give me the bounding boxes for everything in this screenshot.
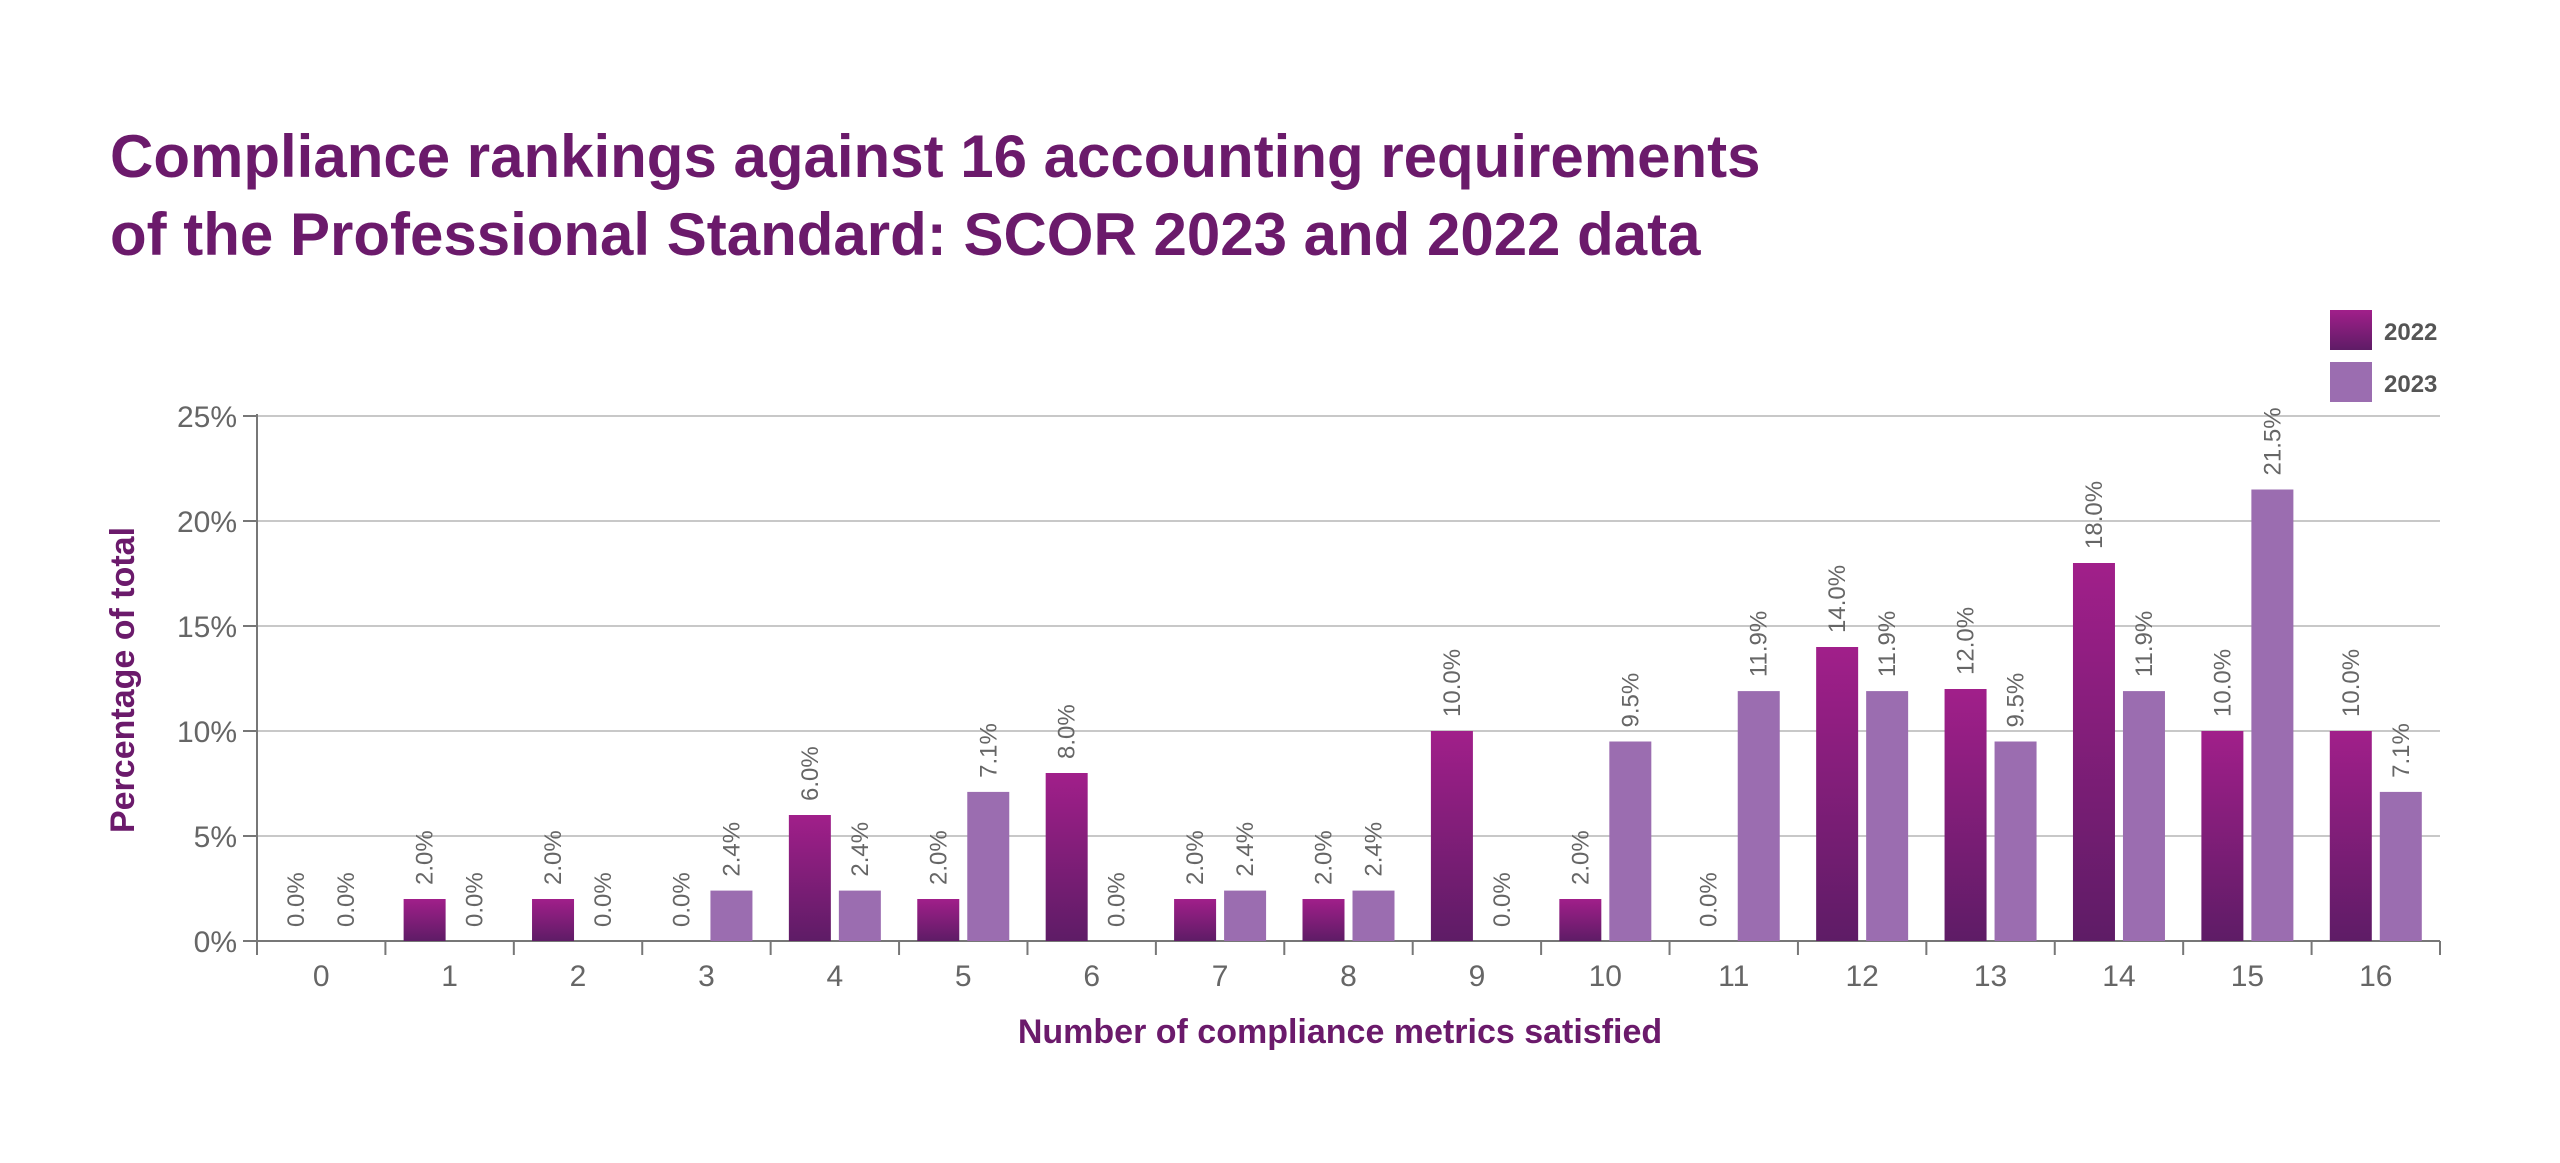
legend: 2022 2023 xyxy=(2330,310,2437,402)
data-label-2022: 18.0% xyxy=(2081,481,2108,549)
data-label-2022: 2.0% xyxy=(1567,830,1594,885)
data-label-2022: 10.0% xyxy=(2338,649,2365,717)
data-label-2023: 0.0% xyxy=(333,872,360,927)
x-tick-label: 4 xyxy=(827,960,844,993)
bar-2023 xyxy=(1352,890,1395,941)
data-label-2023: 9.5% xyxy=(2003,673,2030,728)
legend-swatch xyxy=(2330,362,2372,402)
x-tick-label: 10 xyxy=(1589,960,1622,993)
chart-title-line-1: Compliance rankings against 16 accountin… xyxy=(110,123,1761,190)
bar-2022 xyxy=(1045,773,1088,941)
data-label-2022: 2.0% xyxy=(1311,830,1338,885)
y-tick-label: 25% xyxy=(177,401,237,434)
bar-2023 xyxy=(1609,741,1652,941)
x-tick-label: 1 xyxy=(441,960,458,993)
data-label-2022: 2.0% xyxy=(1182,830,1209,885)
bar-2023 xyxy=(710,890,753,941)
y-tick-label: 0% xyxy=(194,926,237,959)
bar-2022 xyxy=(788,815,831,941)
bar-2023 xyxy=(2251,489,2294,941)
data-label-2022: 12.0% xyxy=(1953,607,1980,675)
chart-title-line-2: of the Professional Standard: SCOR 2023 … xyxy=(110,201,1701,268)
data-label-2022: 6.0% xyxy=(797,746,824,801)
data-label-2023: 7.1% xyxy=(975,723,1002,778)
data-label-2023: 2.4% xyxy=(1361,822,1388,877)
data-labels: 0.0% 2.0% 2.0% 0.0% 6.0% 2.0% 8.0% 2.0% 2.0% 10.0… xyxy=(283,407,2415,927)
x-tick-label: 12 xyxy=(1845,960,1878,993)
data-label-2022: 0.0% xyxy=(283,872,310,927)
data-label-2023: 0.0% xyxy=(1104,872,1131,927)
bar-2022 xyxy=(403,899,446,941)
x-tick-label: 16 xyxy=(2359,960,2392,993)
bar-2022 xyxy=(1559,899,1602,941)
x-tick-label: 2 xyxy=(570,960,587,993)
bar-2023 xyxy=(1737,691,1780,941)
bar-2022 xyxy=(1430,731,1473,941)
data-label-2023: 0.0% xyxy=(1489,872,1516,927)
y-axis-title: Percentage of total xyxy=(104,527,142,833)
x-tick-label: 13 xyxy=(1974,960,2007,993)
data-label-2022: 0.0% xyxy=(1696,872,1723,927)
x-tick-label: 5 xyxy=(955,960,972,993)
y-tick-label: 20% xyxy=(177,506,237,539)
bar-2023 xyxy=(1994,741,2037,941)
bar-2023 xyxy=(1866,691,1909,941)
data-label-2023: 9.5% xyxy=(1617,673,1644,728)
chart-title: Compliance rankings against 16 accountin… xyxy=(110,118,2110,274)
x-tick-label: 15 xyxy=(2231,960,2264,993)
bar-2022 xyxy=(2072,563,2115,941)
x-tick-label: 14 xyxy=(2102,960,2135,993)
x-axis-title: Number of compliance metrics satisfied xyxy=(1018,1013,1662,1051)
data-label-2023: 21.5% xyxy=(2259,407,2286,475)
y-tick-label: 10% xyxy=(177,716,237,749)
data-label-2023: 2.4% xyxy=(1232,822,1259,877)
data-label-2023: 2.4% xyxy=(847,822,874,877)
bar-2023 xyxy=(838,890,881,941)
bar-2023 xyxy=(967,791,1010,941)
data-label-2022: 10.0% xyxy=(1439,649,1466,717)
y-tick-label: 15% xyxy=(177,611,237,644)
bar-2023 xyxy=(2379,791,2422,941)
data-label-2023: 11.9% xyxy=(2131,611,2158,677)
data-label-2022: 10.0% xyxy=(2209,649,2236,717)
x-tick-label: 0 xyxy=(313,960,330,993)
x-tick-label: 7 xyxy=(1212,960,1229,993)
data-label-2023: 11.9% xyxy=(1874,611,1901,677)
legend-swatch xyxy=(2330,310,2372,350)
data-label-2022: 8.0% xyxy=(1054,704,1081,759)
x-tick-label: 9 xyxy=(1469,960,1486,993)
x-tick-label: 11 xyxy=(1718,960,1749,993)
data-label-2023: 7.1% xyxy=(2388,723,2415,778)
x-tick-label: 8 xyxy=(1340,960,1357,993)
bar-2022 xyxy=(1816,647,1859,941)
data-label-2022: 0.0% xyxy=(668,872,695,927)
y-tick-label: 5% xyxy=(194,821,237,854)
bar-2022 xyxy=(1944,689,1987,941)
bars xyxy=(403,489,2422,941)
bar-2022 xyxy=(1174,899,1217,941)
data-label-2022: 2.0% xyxy=(540,830,567,885)
data-label-2022: 2.0% xyxy=(412,830,439,885)
data-label-2023: 0.0% xyxy=(590,872,617,927)
legend-label: 2023 xyxy=(2384,371,2437,398)
data-label-2023: 2.4% xyxy=(718,822,745,877)
x-tick-label: 3 xyxy=(698,960,715,993)
bar-2023 xyxy=(2122,691,2165,941)
bar-2022 xyxy=(2201,731,2244,941)
legend-label: 2022 xyxy=(2384,319,2437,346)
bar-2023 xyxy=(1224,890,1267,941)
bar-2022 xyxy=(532,899,575,941)
x-tick-label: 6 xyxy=(1083,960,1100,993)
data-label-2023: 11.9% xyxy=(1746,611,1773,677)
data-label-2022: 14.0% xyxy=(1824,565,1851,633)
data-label-2022: 2.0% xyxy=(925,830,952,885)
data-label-2023: 0.0% xyxy=(462,872,489,927)
bar-2022 xyxy=(1302,899,1345,941)
bar-2022 xyxy=(2329,731,2372,941)
bar-2022 xyxy=(917,899,960,941)
